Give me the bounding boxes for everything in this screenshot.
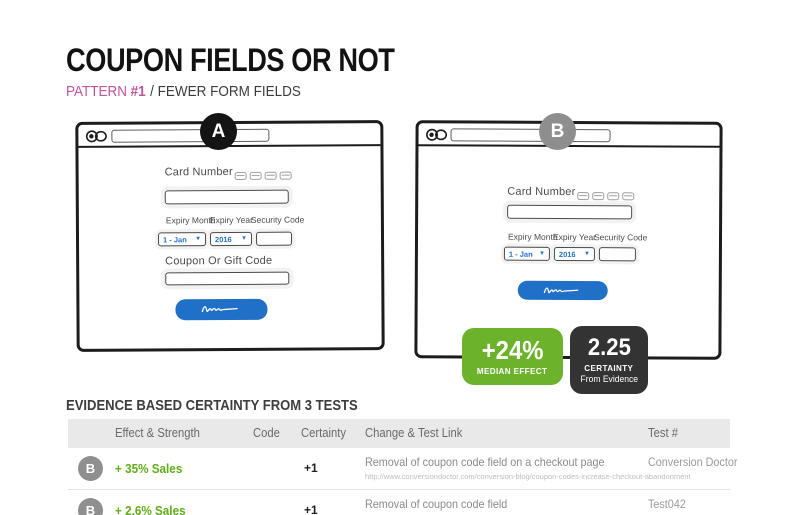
chevron-down-icon: ▼ xyxy=(583,251,590,258)
chevron-down-icon: ▼ xyxy=(241,235,248,242)
card-number-input[interactable] xyxy=(164,189,289,205)
browser-topbar xyxy=(418,123,720,148)
row-certainty: +1 xyxy=(304,461,318,475)
chevron-down-icon: ▼ xyxy=(538,250,545,257)
row-effect: + 35% Sales xyxy=(115,461,183,476)
card-number-label: Card Number xyxy=(507,185,576,199)
pattern-number: #1 xyxy=(130,83,146,100)
expiry-year-label: Expiry Year xyxy=(209,214,253,226)
expiry-year-dropdown[interactable]: 2016 ▼ xyxy=(553,246,595,262)
median-effect-badge: +24% MEDIAN EFFECT xyxy=(462,328,563,385)
expiry-year-value: 2016 xyxy=(558,249,576,259)
table-row: B + 2.6% Sales +1 Removal of coupon code… xyxy=(68,490,730,515)
certainty-value: 2.25 xyxy=(587,334,631,361)
expiry-month-dropdown[interactable]: 1 - Jan ▼ xyxy=(157,232,207,247)
card-number-input[interactable] xyxy=(507,204,633,220)
card-icon xyxy=(279,171,292,180)
pattern-subtitle: PATTERN #1/ FEWER FORM FIELDS xyxy=(66,83,301,101)
pattern-label: PATTERN xyxy=(66,83,128,100)
coupon-input[interactable] xyxy=(165,271,290,286)
col-change-test-link: Change & Test Link xyxy=(365,426,463,440)
submit-button[interactable] xyxy=(175,298,268,321)
mockup-window-a: Card Number Expiry Month Expiry Year Sec… xyxy=(75,120,385,352)
card-icon xyxy=(607,192,620,201)
row-test-number: Conversion Doctor xyxy=(648,455,738,469)
address-bar xyxy=(111,128,270,143)
row-test-number: Test042 xyxy=(648,497,686,511)
col-certainty: Certainty xyxy=(301,426,347,440)
col-code: Code xyxy=(253,426,280,440)
scribble-icon xyxy=(543,286,579,293)
row-test-link[interactable]: http://www.conversiondoctor.com/conversi… xyxy=(365,472,691,481)
credit-card-icons xyxy=(577,192,635,201)
expiry-year-dropdown[interactable]: 2016 ▼ xyxy=(209,231,253,247)
variant-b-badge: B xyxy=(539,113,576,150)
security-code-label: Security Code xyxy=(593,232,648,243)
certainty-sublabel: From Evidence xyxy=(580,374,638,384)
pattern-description: / FEWER FORM FIELDS xyxy=(150,83,301,100)
scribble-icon xyxy=(201,306,238,313)
row-certainty: +1 xyxy=(304,503,318,515)
variant-a-badge: A xyxy=(200,113,237,150)
browser-logo-icon xyxy=(425,128,449,146)
expiry-year-label: Expiry Year xyxy=(552,231,597,243)
expiry-month-dropdown[interactable]: 1 - Jan ▼ xyxy=(503,246,550,261)
table-header-row: Effect & Strength Code Certainty Change … xyxy=(68,419,730,448)
mockup-window-b: Card Number Expiry Month Expiry Year Sec… xyxy=(414,120,723,360)
page-title: COUPON FIELDS OR NOT xyxy=(66,42,395,78)
expiry-month-label: Expiry Month xyxy=(507,231,558,242)
card-icon xyxy=(234,171,247,180)
row-variant-badge: B xyxy=(78,498,103,515)
card-icon xyxy=(592,192,605,201)
browser-topbar xyxy=(78,123,381,148)
median-effect-label: MEDIAN EFFECT xyxy=(477,366,548,376)
card-icon xyxy=(249,171,262,180)
submit-button[interactable] xyxy=(517,280,608,301)
row-effect: + 2.6% Sales xyxy=(115,503,186,515)
expiry-month-value: 1 - Jan xyxy=(162,234,187,244)
median-effect-value: +24% xyxy=(481,335,544,365)
evidence-heading: EVIDENCE BASED CERTAINTY FROM 3 TESTS xyxy=(66,398,358,414)
browser-logo-icon xyxy=(85,130,109,148)
row-variant-badge: B xyxy=(78,456,103,481)
card-number-label: Card Number xyxy=(164,165,233,179)
chevron-down-icon: ▼ xyxy=(195,236,202,243)
card-icon xyxy=(577,192,590,201)
card-icon xyxy=(622,192,635,201)
expiry-year-value: 2016 xyxy=(214,234,232,244)
col-effect-strength: Effect & Strength xyxy=(115,426,200,440)
evidence-table: Effect & Strength Code Certainty Change … xyxy=(68,419,738,515)
expiry-month-label: Expiry Month xyxy=(165,215,216,226)
security-code-label: Security Code xyxy=(250,214,305,225)
card-icon xyxy=(264,171,277,180)
certainty-label: CERTAINTY xyxy=(584,363,634,373)
expiry-month-value: 1 - Jan xyxy=(508,249,533,259)
coupon-label: Coupon Or Gift Code xyxy=(165,254,273,268)
col-test-number: Test # xyxy=(648,426,679,440)
address-bar xyxy=(450,128,611,143)
credit-card-icons xyxy=(234,171,292,180)
row-change-description: Removal of coupon code field on a checko… xyxy=(365,455,605,469)
security-code-input[interactable] xyxy=(255,231,293,246)
row-change-description: Removal of coupon code field xyxy=(365,497,508,511)
security-code-input[interactable] xyxy=(598,247,636,262)
certainty-badge: 2.25 CERTAINTY From Evidence xyxy=(570,326,648,394)
table-row: B + 35% Sales +1 Removal of coupon code … xyxy=(68,448,738,490)
